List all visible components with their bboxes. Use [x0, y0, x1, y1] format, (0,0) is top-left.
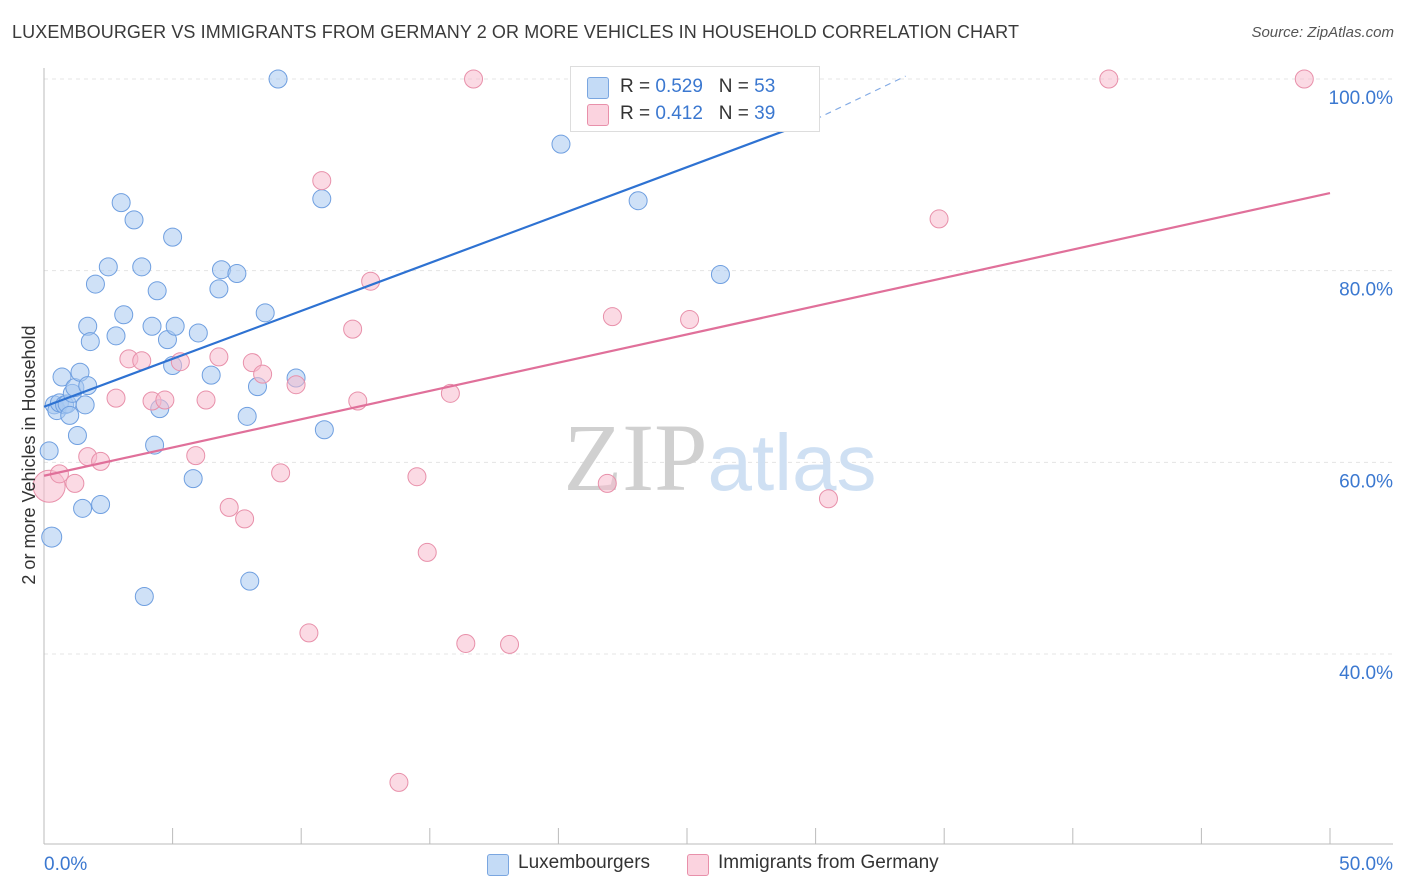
- y-tick-label-1: 80.0%: [1339, 280, 1393, 301]
- point-luxembourgers-14: [75, 395, 95, 415]
- trend-line-immigrants: [43, 191, 1331, 477]
- point-luxembourgers-29: [147, 281, 167, 301]
- point-luxembourgers-34: [165, 316, 185, 336]
- point-luxembourgers-50: [628, 191, 648, 211]
- watermark: ZIPatlas: [564, 404, 877, 511]
- y-tick-labels: 100.0% 80.0% 60.0% 40.0%: [1329, 88, 1394, 684]
- y-tick-label-2: 60.0%: [1339, 471, 1393, 492]
- point-immigrants-17: [253, 364, 273, 384]
- point-immigrants-19: [286, 375, 306, 395]
- stats-legend: R = 0.529 N = 53 R = 0.412 N = 39: [570, 66, 820, 132]
- legend-swatch-blue: [587, 77, 609, 99]
- legend-stats-luxembourgers: R = 0.529 N = 53: [620, 76, 776, 97]
- point-immigrants-12: [196, 390, 216, 410]
- point-immigrants-15: [235, 509, 255, 529]
- point-immigrants-37: [1099, 69, 1119, 89]
- legend-swatch-pink: [587, 104, 609, 126]
- y-tick-label-3: 40.0%: [1339, 663, 1393, 684]
- point-luxembourgers-38: [209, 279, 229, 299]
- point-luxembourgers-25: [132, 257, 152, 277]
- point-immigrants-26: [407, 467, 427, 487]
- point-luxembourgers-19: [91, 495, 111, 514]
- point-immigrants-36: [929, 209, 949, 229]
- point-luxembourgers-45: [268, 69, 288, 89]
- x-tick-label-min: 0.0%: [44, 854, 87, 875]
- chart-title: LUXEMBOURGER VS IMMIGRANTS FROM GERMANY …: [12, 22, 1020, 42]
- watermark-zip: ZIP: [564, 404, 708, 511]
- point-immigrants-29: [456, 633, 476, 653]
- point-luxembourgers-20: [98, 257, 118, 277]
- point-luxembourgers-41: [237, 406, 257, 426]
- legend-label-luxembourgers: Luxembourgers: [518, 852, 651, 873]
- point-immigrants-5: [106, 388, 126, 408]
- legend-label-immigrants: Immigrants from Germany: [718, 852, 939, 873]
- point-luxembourgers-35: [183, 469, 203, 489]
- point-luxembourgers-11: [67, 426, 87, 445]
- point-luxembourgers-1: [39, 441, 59, 461]
- point-luxembourgers-48: [314, 420, 334, 440]
- point-luxembourgers-37: [201, 365, 221, 385]
- trend-line-extension-luxembourgers: [815, 75, 906, 120]
- y-axis-label: 2 or more Vehicles in Household: [19, 325, 39, 584]
- point-luxembourgers-44: [255, 303, 275, 323]
- point-luxembourgers-15: [78, 376, 98, 396]
- legend-stats-immigrants: R = 0.412 N = 39: [620, 103, 776, 124]
- point-immigrants-22: [343, 319, 363, 339]
- point-immigrants-9: [155, 390, 175, 410]
- point-immigrants-31: [500, 634, 520, 654]
- point-luxembourgers-23: [114, 305, 134, 325]
- point-immigrants-30: [464, 69, 484, 89]
- point-luxembourgers-49: [551, 134, 571, 154]
- point-luxembourgers-18: [85, 274, 105, 294]
- point-immigrants-34: [680, 310, 700, 330]
- point-luxembourgers-13: [73, 498, 93, 518]
- point-immigrants-18: [271, 463, 291, 483]
- point-immigrants-2: [65, 473, 85, 493]
- point-luxembourgers-27: [142, 316, 162, 336]
- y-tick-label-0: 100.0%: [1329, 88, 1394, 109]
- chart-source: Source: ZipAtlas.com: [1251, 24, 1394, 41]
- legend-swatch-immigrants: [687, 854, 709, 876]
- legend-swatch-luxembourgers: [487, 854, 509, 876]
- point-luxembourgers-42: [240, 571, 260, 591]
- trend-line-luxembourgers: [43, 118, 816, 408]
- point-immigrants-21: [312, 171, 332, 191]
- data-points: [32, 69, 1314, 792]
- point-luxembourgers-8: [60, 405, 80, 425]
- point-luxembourgers-17: [80, 332, 100, 352]
- point-luxembourgers-5: [52, 367, 72, 387]
- point-luxembourgers-36: [188, 323, 208, 343]
- point-luxembourgers-21: [106, 326, 126, 346]
- point-immigrants-32: [597, 473, 617, 493]
- point-immigrants-20: [299, 623, 319, 643]
- point-immigrants-33: [602, 307, 622, 327]
- point-immigrants-25: [389, 772, 409, 792]
- point-luxembourgers-22: [111, 193, 131, 213]
- point-luxembourgers-33: [163, 227, 183, 247]
- point-immigrants-27: [417, 542, 437, 562]
- point-luxembourgers-0: [41, 526, 63, 548]
- point-luxembourgers-26: [134, 587, 154, 606]
- point-luxembourgers-24: [124, 210, 144, 230]
- point-immigrants-11: [186, 446, 206, 466]
- point-immigrants-38: [1294, 69, 1314, 89]
- point-immigrants-13: [209, 347, 229, 367]
- point-immigrants-28: [440, 383, 460, 403]
- point-immigrants-14: [219, 497, 239, 517]
- watermark-atlas: atlas: [708, 418, 877, 507]
- x-tick-label-max: 50.0%: [1339, 854, 1393, 875]
- point-luxembourgers-47: [312, 189, 332, 209]
- point-luxembourgers-51: [710, 265, 730, 284]
- point-immigrants-35: [818, 489, 838, 509]
- point-luxembourgers-40: [227, 264, 247, 284]
- trend-lines: [43, 75, 1331, 477]
